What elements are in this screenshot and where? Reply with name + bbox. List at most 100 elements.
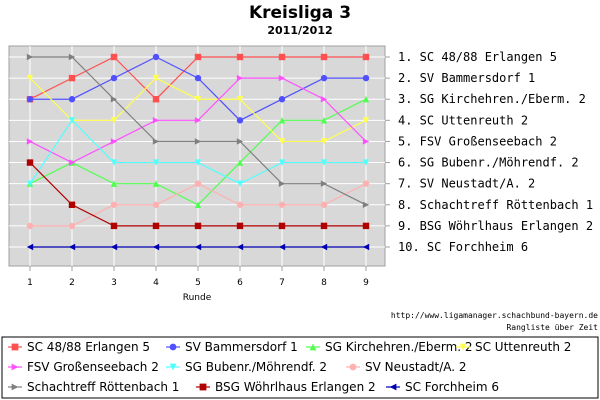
series	[26, 53, 370, 208]
data-point	[236, 96, 244, 103]
data-point	[194, 201, 202, 208]
series-lines	[26, 53, 370, 251]
series	[26, 243, 370, 251]
x-tick-label: 8	[321, 278, 327, 288]
x-tick-label: 7	[279, 278, 285, 288]
data-point	[194, 117, 202, 124]
legend-marker	[349, 363, 357, 371]
data-point	[194, 159, 202, 166]
data-point	[68, 96, 76, 103]
data-point	[152, 53, 160, 61]
rank-label: 7. SV Neustadt/A. 2	[398, 177, 535, 191]
x-tick-label: 3	[111, 278, 117, 288]
data-point	[194, 222, 202, 230]
rank-label: 5. FSV Großenseebach 2	[398, 134, 557, 148]
legend-marker	[169, 363, 177, 371]
rank-label: 1. SC 48/88 Erlangen 5	[398, 50, 557, 64]
series	[26, 159, 370, 230]
legend-marker	[11, 383, 19, 391]
data-point	[152, 222, 160, 230]
data-point	[278, 138, 286, 145]
data-point	[152, 117, 160, 124]
data-point	[110, 138, 118, 145]
legend-item: SG Bubenr./Möhrendf. 2	[166, 360, 327, 374]
legend-label: SV Bammersdorf 1	[185, 340, 298, 354]
legend-marker	[459, 343, 467, 351]
rank-label: 6. SG Bubenr./Möhrendf. 2	[398, 156, 579, 170]
legend-item: Schachtreff Röttenbach 1	[8, 380, 179, 394]
rank-label: 8. Schachtreff Röttenbach 1	[398, 198, 593, 212]
x-tick-label: 4	[153, 278, 159, 288]
data-point	[110, 53, 118, 61]
data-point	[320, 222, 328, 230]
data-point	[194, 243, 202, 251]
legend-label: SC 48/88 Erlangen 5	[27, 340, 150, 354]
data-point	[194, 138, 202, 145]
data-point	[278, 222, 286, 230]
data-point	[236, 201, 244, 208]
data-point	[194, 96, 202, 103]
data-point	[194, 180, 202, 187]
data-point	[110, 201, 118, 208]
legend-marker	[309, 343, 317, 351]
data-point	[194, 74, 202, 82]
series	[26, 74, 370, 166]
data-point	[152, 201, 160, 208]
rank-label: 3. SG Kirchehren./Eberm. 2	[398, 92, 586, 106]
x-tick-label: 9	[363, 278, 369, 288]
footer-caption: Rangliste über Zeit	[506, 323, 598, 332]
data-point	[320, 53, 328, 61]
data-point	[236, 159, 244, 166]
data-point	[236, 74, 244, 82]
data-point	[320, 159, 328, 166]
data-point	[236, 243, 244, 251]
legend-marker	[11, 343, 19, 351]
rank-labels: 1. SC 48/88 Erlangen 5 2. SV Bammersdorf …	[385, 50, 593, 254]
legend-label: SG Kirchehren./Eberm. 2	[325, 340, 473, 354]
series	[26, 53, 370, 124]
data-point	[68, 53, 76, 61]
data-point	[110, 96, 118, 103]
data-point	[152, 159, 160, 166]
data-point	[320, 138, 328, 145]
data-point	[68, 243, 76, 251]
data-point	[278, 243, 286, 251]
data-point	[110, 180, 118, 187]
data-point	[152, 74, 160, 82]
data-point	[320, 201, 328, 208]
legend-marker	[199, 383, 207, 391]
data-point	[362, 201, 370, 208]
data-point	[110, 117, 118, 124]
data-point	[320, 74, 328, 82]
rank-label: 10. SC Forchheim 6	[398, 240, 528, 254]
x-tick-label: 5	[195, 278, 201, 288]
legend: SC 48/88 Erlangen 5 SV Bammersdorf 1 SG Ki…	[8, 340, 571, 394]
chart-subtitle: 2011/2012	[267, 24, 332, 37]
x-tick-label: 1	[27, 278, 33, 288]
series	[26, 180, 370, 230]
footer-url: http://www.ligamanager.schachbund-bayern…	[391, 311, 598, 320]
rank-label: 4. SC Uttenreuth 2	[398, 113, 528, 127]
data-point	[110, 243, 118, 251]
data-point	[152, 180, 160, 187]
data-point	[362, 243, 370, 251]
data-point	[236, 180, 244, 187]
data-point	[362, 117, 370, 124]
data-point	[110, 74, 118, 82]
rank-label: 2. SV Bammersdorf 1	[398, 71, 535, 85]
data-point	[362, 74, 370, 82]
data-point	[236, 117, 244, 124]
data-point	[152, 243, 160, 251]
data-point	[278, 201, 286, 208]
data-point	[26, 53, 34, 61]
legend-marker	[169, 343, 177, 351]
data-point	[26, 159, 34, 166]
x-tick-label: 2	[69, 278, 75, 288]
legend-item: SC 48/88 Erlangen 5	[8, 340, 150, 354]
data-point	[26, 74, 34, 82]
data-point	[110, 222, 118, 230]
legend-item: SC Uttenreuth 2	[456, 340, 571, 354]
x-axis-label: Runde	[183, 293, 212, 303]
data-point	[278, 53, 286, 61]
